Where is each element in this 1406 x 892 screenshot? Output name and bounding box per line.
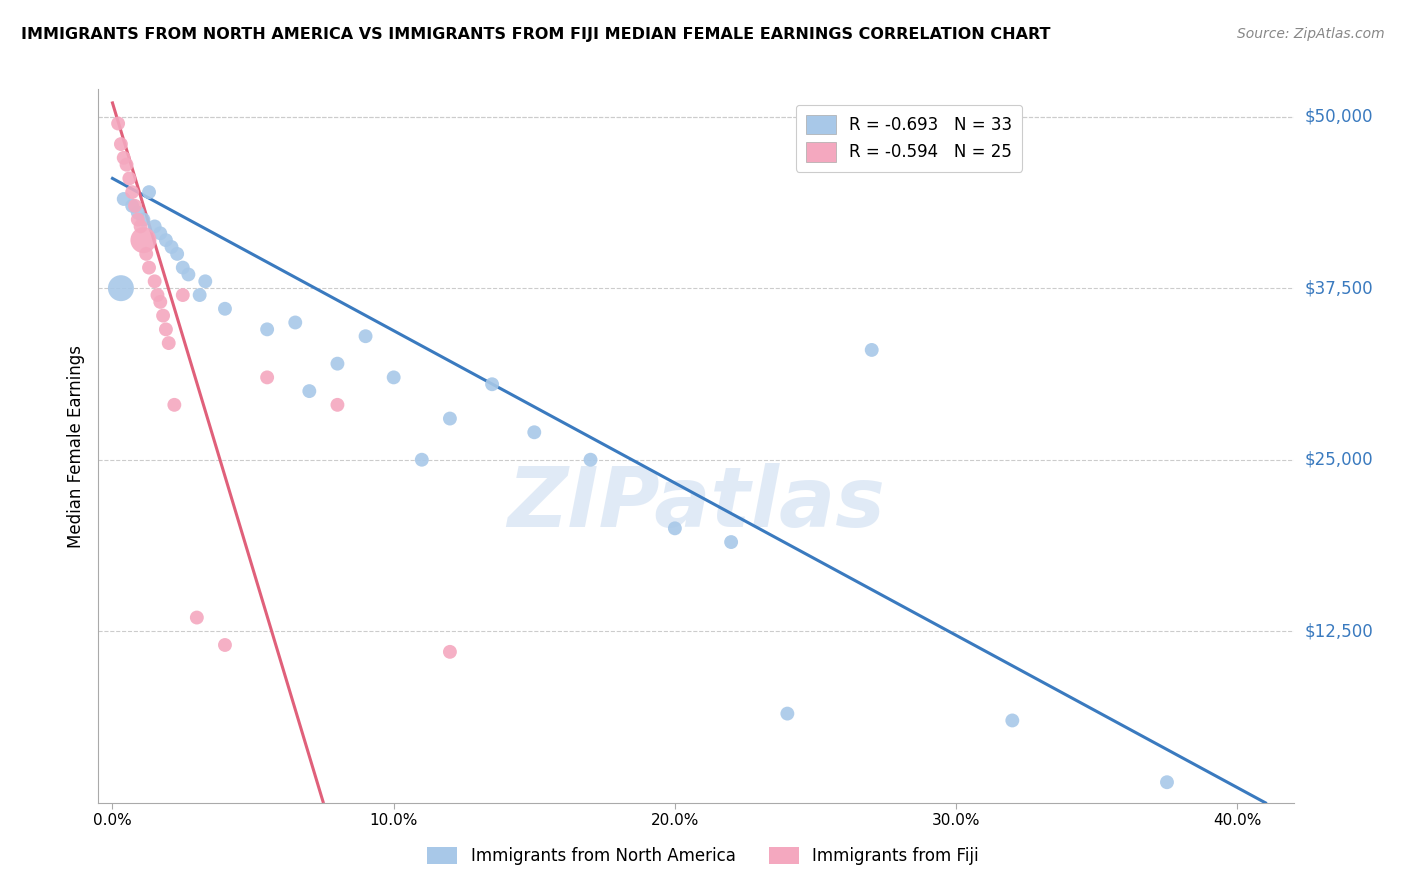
Point bbox=[439, 645, 461, 659]
Point bbox=[172, 288, 194, 302]
Point bbox=[127, 205, 149, 219]
Point bbox=[132, 212, 155, 227]
Text: $25,000: $25,000 bbox=[1305, 450, 1374, 468]
Point bbox=[177, 268, 200, 282]
Point bbox=[118, 171, 141, 186]
Point bbox=[152, 309, 174, 323]
Legend: R = -0.693   N = 33, R = -0.594   N = 25: R = -0.693 N = 33, R = -0.594 N = 25 bbox=[796, 104, 1022, 171]
Point bbox=[121, 185, 143, 199]
Point bbox=[1156, 775, 1178, 789]
Point bbox=[860, 343, 883, 357]
Point bbox=[143, 219, 166, 234]
Point bbox=[110, 137, 132, 152]
Point bbox=[163, 398, 186, 412]
Y-axis label: Median Female Earnings: Median Female Earnings bbox=[66, 344, 84, 548]
Point bbox=[138, 185, 160, 199]
Point bbox=[155, 233, 177, 247]
Point bbox=[135, 247, 157, 261]
Point bbox=[523, 425, 546, 440]
Point bbox=[107, 116, 129, 130]
Point bbox=[298, 384, 321, 398]
Point bbox=[214, 638, 236, 652]
Text: $50,000: $50,000 bbox=[1305, 108, 1374, 126]
Point bbox=[160, 240, 183, 254]
Point bbox=[149, 294, 172, 309]
Text: $37,500: $37,500 bbox=[1305, 279, 1374, 297]
Point bbox=[155, 322, 177, 336]
Point bbox=[579, 452, 602, 467]
Point bbox=[214, 301, 236, 316]
Point bbox=[121, 199, 143, 213]
Point bbox=[481, 377, 503, 392]
Point bbox=[149, 227, 172, 241]
Point bbox=[354, 329, 377, 343]
Point bbox=[411, 452, 433, 467]
Point bbox=[186, 610, 208, 624]
Point bbox=[194, 274, 217, 288]
Point bbox=[132, 233, 155, 247]
Point bbox=[124, 199, 146, 213]
Point bbox=[172, 260, 194, 275]
Point bbox=[127, 212, 149, 227]
Point bbox=[776, 706, 799, 721]
Point bbox=[382, 370, 405, 384]
Legend: Immigrants from North America, Immigrants from Fiji: Immigrants from North America, Immigrant… bbox=[418, 837, 988, 875]
Text: $12,500: $12,500 bbox=[1305, 623, 1374, 640]
Point bbox=[720, 535, 742, 549]
Point bbox=[110, 281, 132, 295]
Point bbox=[664, 521, 686, 535]
Point bbox=[256, 322, 278, 336]
Text: IMMIGRANTS FROM NORTH AMERICA VS IMMIGRANTS FROM FIJI MEDIAN FEMALE EARNINGS COR: IMMIGRANTS FROM NORTH AMERICA VS IMMIGRA… bbox=[21, 27, 1050, 42]
Point bbox=[439, 411, 461, 425]
Text: Source: ZipAtlas.com: Source: ZipAtlas.com bbox=[1237, 27, 1385, 41]
Point bbox=[146, 288, 169, 302]
Point bbox=[112, 192, 135, 206]
Point bbox=[1001, 714, 1024, 728]
Point bbox=[326, 398, 349, 412]
Text: ZIPatlas: ZIPatlas bbox=[508, 463, 884, 543]
Point bbox=[326, 357, 349, 371]
Point bbox=[115, 158, 138, 172]
Point bbox=[157, 336, 180, 351]
Point bbox=[188, 288, 211, 302]
Point bbox=[256, 370, 278, 384]
Point bbox=[284, 316, 307, 330]
Point bbox=[129, 219, 152, 234]
Point bbox=[138, 260, 160, 275]
Point bbox=[112, 151, 135, 165]
Point bbox=[166, 247, 188, 261]
Point bbox=[143, 274, 166, 288]
